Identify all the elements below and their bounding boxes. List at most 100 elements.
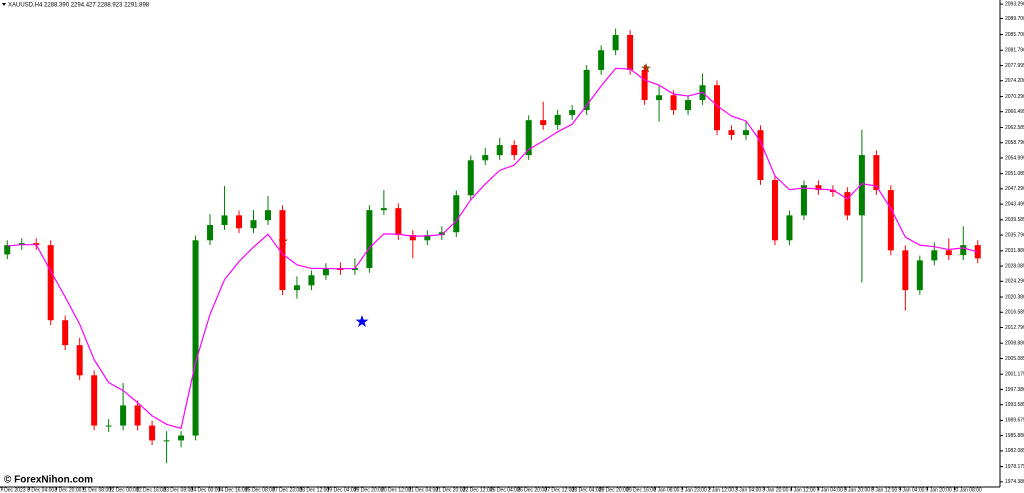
- x-tick-label: 2 Jan 12:00: [708, 487, 734, 493]
- moving-average: [7, 67, 978, 430]
- x-tick-label: 7 Dec 2023: [0, 487, 26, 493]
- y-tick-label: 2074.200: [1005, 78, 1024, 84]
- y-tick-label: 2058.790: [1005, 140, 1024, 146]
- x-tick-label: 19 Dec 20:00: [354, 487, 384, 493]
- candle-body: [18, 243, 25, 246]
- y-tick-label: 2051.085: [1005, 171, 1024, 177]
- candle-body: [322, 268, 329, 276]
- menu-arrow: [2, 3, 6, 6]
- y-tick-label: 2008.880: [1005, 341, 1024, 347]
- candle-body: [395, 208, 402, 236]
- candle-body: [380, 208, 387, 211]
- watermark: © ForexNihon.com: [4, 475, 93, 486]
- x-tick-label: 29 Dec 16:00: [626, 487, 656, 493]
- candle-body: [409, 235, 416, 241]
- y-tick-label: 2047.290: [1005, 186, 1024, 192]
- y-tick-label: 2054.995: [1005, 155, 1024, 161]
- y-tick-label: 2070.290: [1005, 94, 1024, 100]
- x-tick-label: 26 Dec 04:00: [490, 487, 520, 493]
- candle-body: [670, 95, 677, 111]
- x-tick-label: 14 Dec 00:00: [191, 487, 221, 493]
- candle-body: [149, 425, 156, 441]
- candle-body: [844, 192, 851, 216]
- x-tick-label: 20 Dec 12:00: [381, 487, 411, 493]
- x-tick-label: 18 Dec 12:00: [299, 487, 329, 493]
- candle-body: [264, 210, 271, 221]
- x-tick-label: 3 Jan 04:00: [735, 487, 761, 493]
- signal-star: [641, 63, 651, 73]
- candle-body: [815, 185, 822, 191]
- candle-body: [554, 114, 561, 125]
- x-tick-label: 10 Jan 08:00: [953, 487, 982, 493]
- candle-body: [583, 69, 590, 111]
- y-tick-label: 2085.700: [1005, 32, 1024, 38]
- candle-body: [525, 120, 532, 156]
- y-tick-label: 2089.700: [1005, 16, 1024, 22]
- x-tick-label: 1 Jan 08:00: [653, 487, 679, 493]
- x-tick-label: 5 Jan 04:00: [817, 487, 843, 493]
- y-tick-label: 1997.380: [1005, 387, 1024, 393]
- candle-body: [771, 180, 778, 241]
- candle-body: [105, 425, 112, 427]
- candle-body: [829, 190, 836, 193]
- y-tick-label: 1985.880: [1005, 433, 1024, 439]
- y-tick-label: 1978.175: [1005, 464, 1024, 470]
- y-tick-label: 2093.290: [1005, 1, 1024, 7]
- y-tick-label: 2031.880: [1005, 248, 1024, 254]
- x-tick-label: 11 Dec 08:00: [82, 487, 112, 493]
- x-tick-label: 9 Jan 20:00: [926, 487, 952, 493]
- y-tick-label: 2012.790: [1005, 325, 1024, 331]
- candle-body: [47, 245, 54, 321]
- y-tick-label: 1993.585: [1005, 402, 1024, 408]
- candle-body: [134, 405, 141, 426]
- y-tick-label: 1989.675: [1005, 418, 1024, 424]
- x-tick-label: 17 Dec 23:00: [272, 487, 302, 493]
- candle-body: [91, 375, 98, 426]
- candle-body: [453, 195, 460, 233]
- x-tick-label: 27 Dec 12:00: [544, 487, 574, 493]
- candle-body: [786, 215, 793, 241]
- x-tick-label: 28 Dec 20:00: [599, 487, 629, 493]
- candle-body: [656, 95, 663, 101]
- candle-body: [800, 185, 807, 216]
- candle-body: [236, 215, 243, 229]
- candle-body: [279, 210, 286, 291]
- candle-body: [62, 320, 69, 346]
- chart-title: XAUUSD,H4 2288.390 2294.427 2288.923 229…: [8, 3, 150, 9]
- y-tick-label: 2016.585: [1005, 310, 1024, 316]
- candle-body: [482, 155, 489, 161]
- candle-body: [902, 250, 909, 291]
- x-tick-label: 15 Dec 08:00: [245, 487, 275, 493]
- x-tick-label: 26 Dec 20:00: [517, 487, 547, 493]
- x-tick-label: 28 Dec 04:00: [572, 487, 602, 493]
- candle-body: [221, 215, 228, 226]
- candle-body: [873, 155, 880, 191]
- candle-body: [569, 110, 576, 115]
- candle-body: [438, 232, 445, 236]
- y-tick-label: 2081.790: [1005, 48, 1024, 54]
- candle-body: [293, 285, 300, 291]
- candle-body: [728, 130, 735, 136]
- candle-body: [742, 130, 749, 136]
- y-tick-label: 1974.380: [1005, 479, 1024, 485]
- y-tick-label: 1982.085: [1005, 448, 1024, 454]
- candle-body: [163, 440, 170, 442]
- x-tick-label: 12 Dec 16:00: [136, 487, 166, 493]
- candle-body: [627, 34, 634, 70]
- x-tick-label: 22 Dec 12:00: [463, 487, 493, 493]
- y-tick-label: 2024.290: [1005, 279, 1024, 285]
- x-tick-label: 8 Jan 12:00: [871, 487, 897, 493]
- candle-body: [612, 34, 619, 51]
- x-tick-label: 19 Dec 04:00: [327, 487, 357, 493]
- x-tick-label: 1 Jan 23:00: [681, 487, 707, 493]
- y-tick-label: 2035.790: [1005, 232, 1024, 238]
- y-tick-label: 2020.380: [1005, 294, 1024, 300]
- candle-body: [641, 69, 648, 101]
- y-tick-label: 2005.085: [1005, 356, 1024, 362]
- candle-body: [351, 268, 358, 271]
- candle-body: [887, 190, 894, 251]
- candle-body: [120, 405, 127, 426]
- y-tick-label: 2043.495: [1005, 201, 1024, 207]
